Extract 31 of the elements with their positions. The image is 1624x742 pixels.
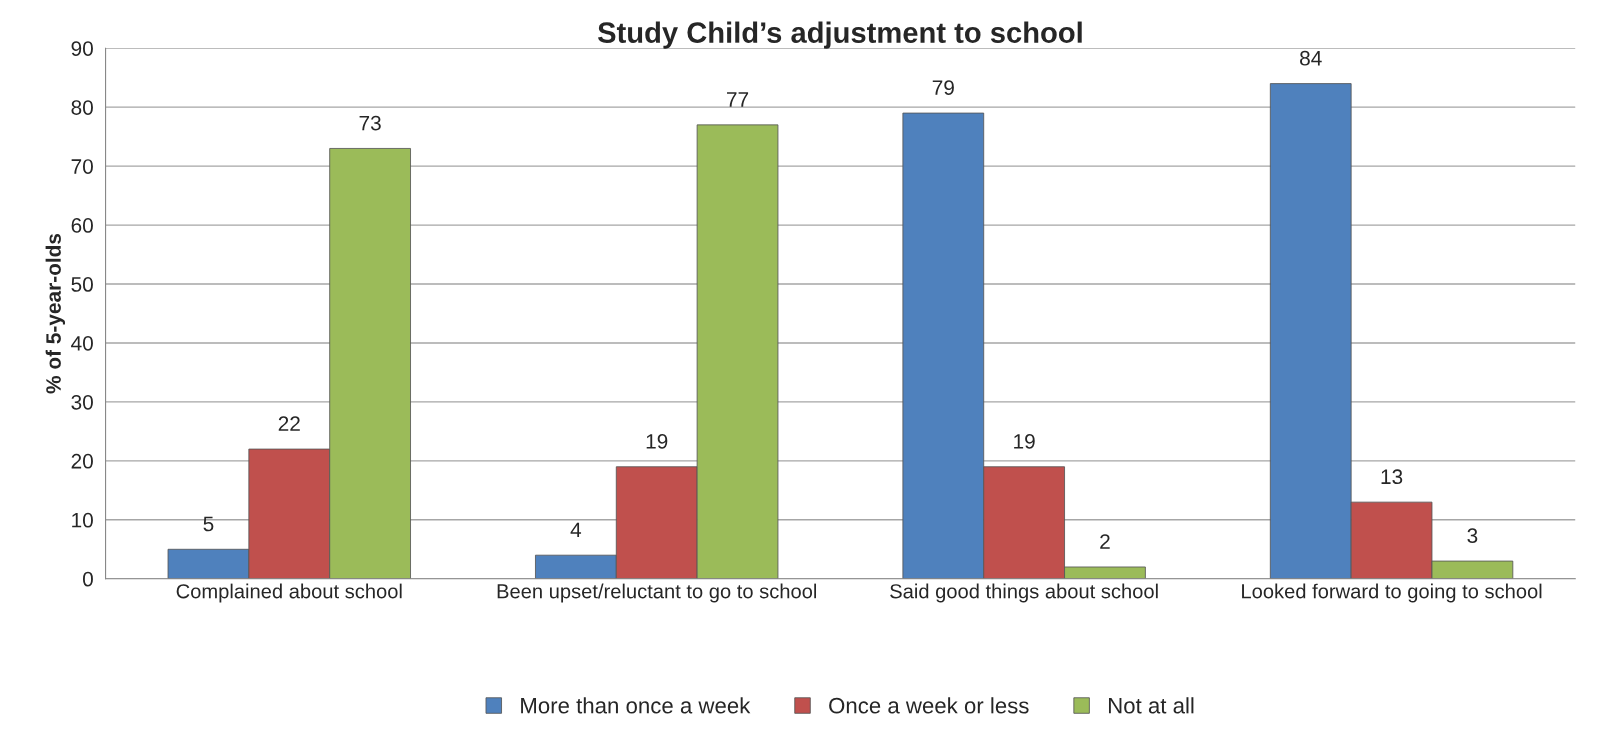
y-tick-label: 30: [71, 394, 93, 410]
x-tick-label: Been upset/reluctant to go to school: [497, 583, 817, 603]
data-label: 3: [1467, 528, 1478, 544]
legend-label: Not at all: [1108, 697, 1194, 714]
y-tick-label: 50: [71, 277, 93, 292]
data-label: 77: [727, 92, 749, 107]
y-axis-title: % of 5-year-olds: [45, 233, 66, 394]
data-label: 4: [570, 522, 582, 537]
legend-label: More than once a week: [521, 697, 751, 714]
x-tick-label: Said good things about school: [890, 583, 1158, 603]
x-tick-label: Looked forward to going to school: [1242, 583, 1542, 603]
y-tick-label: 80: [71, 100, 93, 115]
y-tick-label: 70: [71, 159, 93, 174]
data-label: 84: [1300, 50, 1322, 66]
y-tick-label: 0: [82, 571, 93, 587]
y-tick-label: 20: [71, 453, 93, 469]
data-label: 5: [203, 516, 214, 532]
y-tick-label: 10: [72, 512, 93, 528]
data-label: 19: [646, 434, 668, 449]
data-label: 13: [1381, 469, 1403, 485]
y-tick-label: 40: [71, 335, 93, 351]
legend-label: Once a week or less: [829, 697, 1029, 714]
data-label: 19: [1014, 434, 1035, 449]
chart-title: Study Child’s adjustment to school: [597, 21, 1082, 49]
y-tick-label: 60: [71, 218, 93, 233]
data-label: 22: [278, 416, 300, 431]
y-tick-label: 90: [71, 41, 93, 56]
data-label: 73: [359, 115, 381, 131]
x-tick-label: Complained about school: [176, 583, 402, 603]
data-label: 2: [1100, 534, 1110, 549]
data-label: 79: [932, 80, 954, 96]
